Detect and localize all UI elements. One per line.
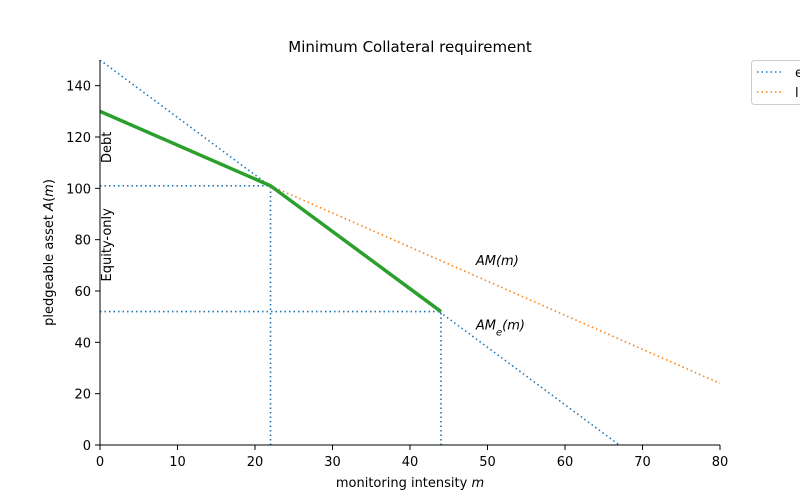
- series-line-l: [270, 185, 720, 385]
- y-tick-label: 0: [83, 439, 91, 454]
- chart-title: Minimum Collateral requirement: [288, 38, 532, 56]
- region-label-1: Equity-only: [100, 208, 115, 282]
- y-tick-label: 140: [66, 80, 91, 95]
- region-label-0: Debt: [100, 132, 115, 163]
- y-tick-label: 20: [74, 388, 91, 403]
- x-tick-label: 70: [634, 455, 651, 470]
- y-tick-label: 40: [74, 336, 91, 351]
- annotation-0: AM(m): [475, 254, 519, 269]
- x-tick-label: 40: [402, 455, 419, 470]
- y-axis-label: pledgeable asset A(m): [42, 179, 57, 326]
- x-tick-label: 20: [247, 455, 264, 470]
- y-tick-label: 60: [74, 285, 91, 300]
- legend-label: e: [795, 66, 800, 81]
- legend: el: [751, 60, 800, 105]
- annotation-1: AMe(m): [475, 318, 525, 338]
- x-tick-label: 80: [712, 455, 729, 470]
- y-tick-label: 100: [66, 182, 91, 197]
- legend-box: [751, 60, 800, 105]
- legend-label: l: [795, 86, 799, 101]
- x-tick-label: 30: [324, 455, 341, 470]
- x-tick-label: 10: [169, 455, 186, 470]
- x-axis-label: monitoring intensity m: [336, 476, 484, 491]
- series-line-solid: [100, 109, 443, 313]
- x-tick-label: 50: [479, 455, 496, 470]
- y-tick-label: 80: [74, 234, 91, 249]
- x-tick-label: 60: [557, 455, 574, 470]
- y-tick-label: 120: [66, 131, 91, 146]
- x-tick-label: 0: [96, 455, 104, 470]
